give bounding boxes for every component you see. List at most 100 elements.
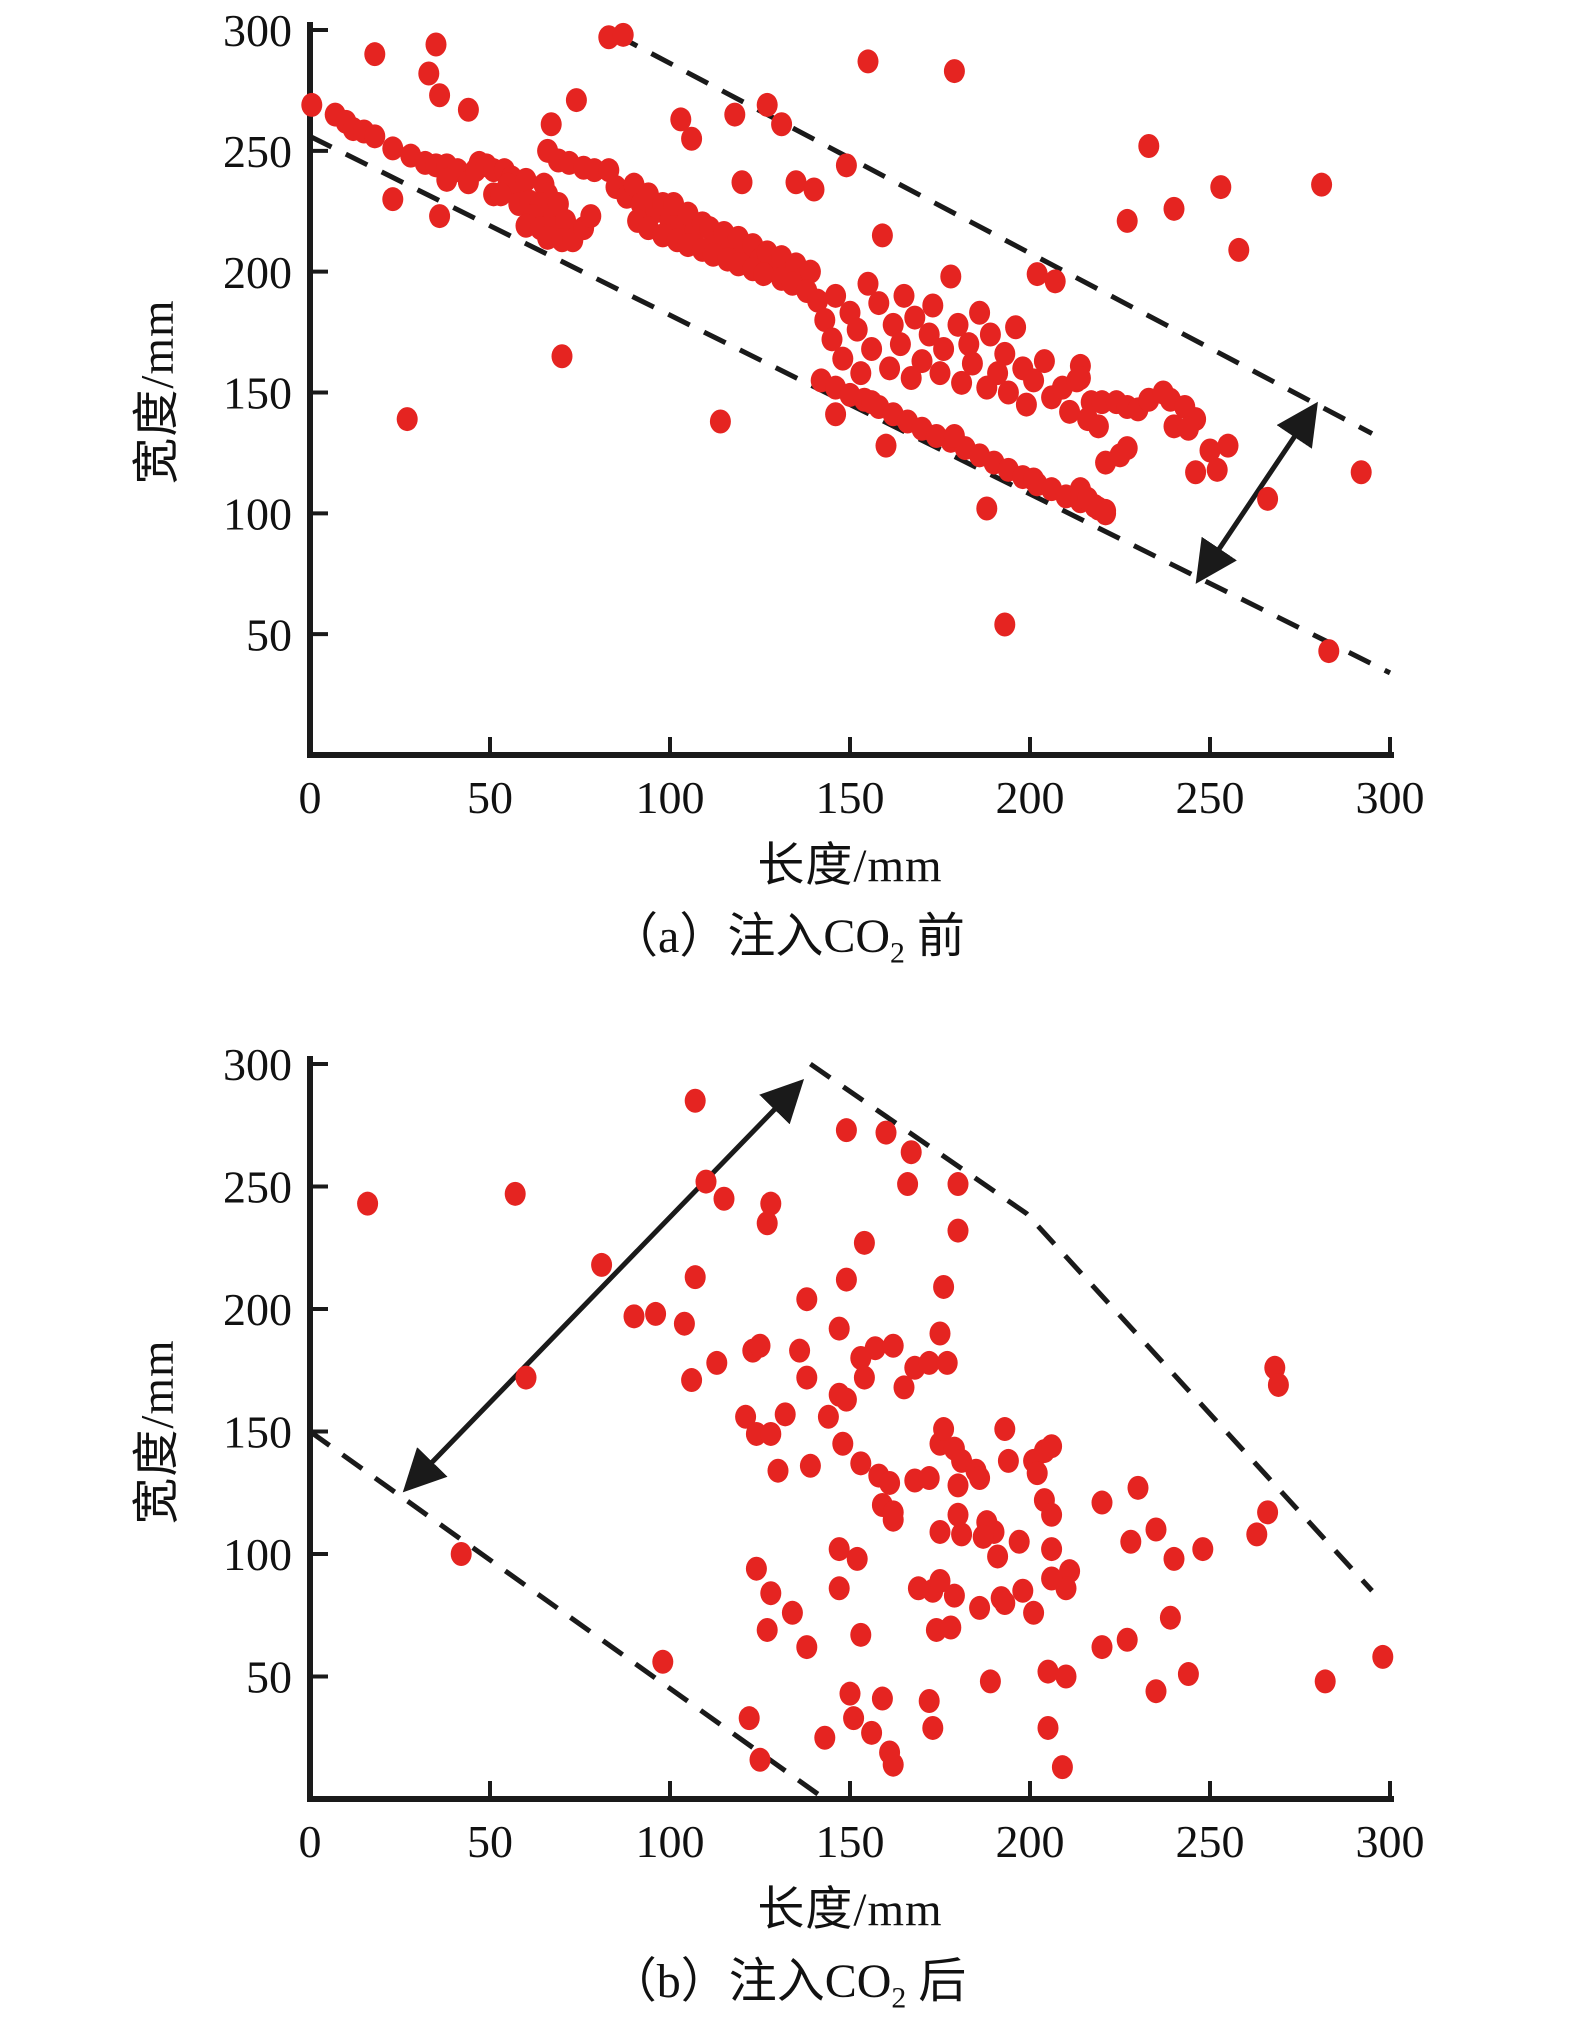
data-point xyxy=(979,322,1001,347)
data-point xyxy=(724,102,746,127)
data-point xyxy=(1163,196,1185,221)
data-point xyxy=(889,332,911,357)
data-point xyxy=(745,1556,767,1581)
caption-b: （b）注入CO2 后 xyxy=(0,1941,1575,2016)
data-point xyxy=(947,1473,969,1498)
data-point xyxy=(900,1140,922,1165)
data-point xyxy=(961,351,983,376)
data-point xyxy=(1033,349,1055,374)
y-ticks-b: 50 100 150 200 250 300 xyxy=(223,1039,328,1703)
data-point xyxy=(907,1576,929,1601)
data-point xyxy=(731,170,753,195)
data-point xyxy=(767,1458,789,1483)
data-point xyxy=(1372,1644,1394,1669)
data-point xyxy=(947,1218,969,1243)
data-point xyxy=(871,223,893,248)
data-point xyxy=(670,107,692,132)
data-point xyxy=(958,332,980,357)
data-point xyxy=(551,344,573,369)
data-point xyxy=(1091,1490,1113,1515)
data-point xyxy=(1163,1546,1185,1571)
data-point xyxy=(1037,1659,1059,1684)
data-point xyxy=(1127,1475,1149,1500)
data-point xyxy=(882,1333,904,1358)
data-point xyxy=(846,317,868,342)
data-point xyxy=(436,167,458,192)
data-point xyxy=(969,300,991,325)
data-point xyxy=(1228,237,1250,262)
data-point xyxy=(1091,1635,1113,1660)
x-tick-label: 150 xyxy=(816,1816,885,1867)
data-point xyxy=(1091,390,1113,415)
data-point xyxy=(673,1311,695,1336)
data-point xyxy=(1069,366,1091,390)
data-point xyxy=(1026,262,1048,287)
data-point xyxy=(994,1591,1016,1615)
y-axis-title-b: 宽度/mm xyxy=(131,1339,184,1525)
data-point xyxy=(652,1649,674,1674)
data-point xyxy=(947,312,969,337)
data-point xyxy=(735,1404,757,1429)
y-tick-label: 250 xyxy=(223,126,292,177)
dashed-guide-line xyxy=(308,1429,827,1802)
data-point xyxy=(612,22,634,47)
data-point xyxy=(1314,1669,1336,1694)
y-tick-label: 100 xyxy=(223,1529,292,1580)
data-point xyxy=(695,1169,717,1194)
y-tick-label: 200 xyxy=(223,247,292,298)
y-ticks-a: 50 100 150 200 250 300 xyxy=(223,5,328,660)
band-width-arrow-a xyxy=(1195,401,1318,584)
data-point xyxy=(972,1524,994,1549)
data-point xyxy=(1041,1502,1063,1527)
data-point xyxy=(684,1265,706,1290)
data-point xyxy=(828,1316,850,1341)
data-point xyxy=(879,356,901,381)
data-point xyxy=(1350,460,1372,485)
data-point xyxy=(1051,1755,1073,1780)
x-ticks-b: 0 50 100 150 200 250 300 xyxy=(299,1781,1425,1867)
data-point xyxy=(835,1387,857,1412)
data-point xyxy=(857,49,879,74)
data-point xyxy=(753,262,775,287)
data-point xyxy=(814,308,836,332)
data-point xyxy=(857,271,879,296)
data-point xyxy=(760,1581,782,1606)
data-point xyxy=(994,612,1016,637)
data-point xyxy=(1311,172,1333,197)
data-point xyxy=(396,407,418,432)
data-point xyxy=(1041,1566,1063,1591)
dashed-guide-line xyxy=(808,1061,1374,1593)
data-point xyxy=(756,92,778,117)
data-point xyxy=(1041,1434,1063,1459)
x-axis-title-b: 长度/mm xyxy=(757,1884,943,1936)
y-tick-label: 300 xyxy=(223,1039,292,1090)
caption-a-subscript: 2 xyxy=(890,936,905,970)
data-point xyxy=(565,88,587,113)
x-tick-label: 250 xyxy=(1176,772,1245,823)
data-point xyxy=(709,409,731,434)
y-tick-label: 150 xyxy=(223,368,292,419)
data-point xyxy=(875,1120,897,1145)
data-point xyxy=(1037,1715,1059,1740)
data-point xyxy=(1120,1529,1142,1554)
data-point xyxy=(832,346,854,371)
data-point xyxy=(382,187,404,212)
data-point xyxy=(943,59,965,84)
caption-a: （a）注入CO2 前 xyxy=(0,896,1575,971)
data-point xyxy=(933,337,955,361)
data-point xyxy=(943,1583,965,1608)
data-point xyxy=(796,1365,818,1390)
data-point xyxy=(357,1191,379,1216)
data-point xyxy=(796,1287,818,1312)
data-point xyxy=(504,1181,526,1206)
data-point xyxy=(879,1470,901,1495)
data-point xyxy=(843,1706,865,1731)
data-point xyxy=(364,124,386,149)
caption-b-suffix: 后 xyxy=(906,1955,967,2008)
data-point xyxy=(828,1537,850,1562)
data-point xyxy=(918,322,940,347)
x-tick-label: 150 xyxy=(816,772,885,823)
data-point xyxy=(749,1747,771,1772)
x-tick-label: 300 xyxy=(1356,1816,1425,1867)
data-point xyxy=(976,496,998,521)
